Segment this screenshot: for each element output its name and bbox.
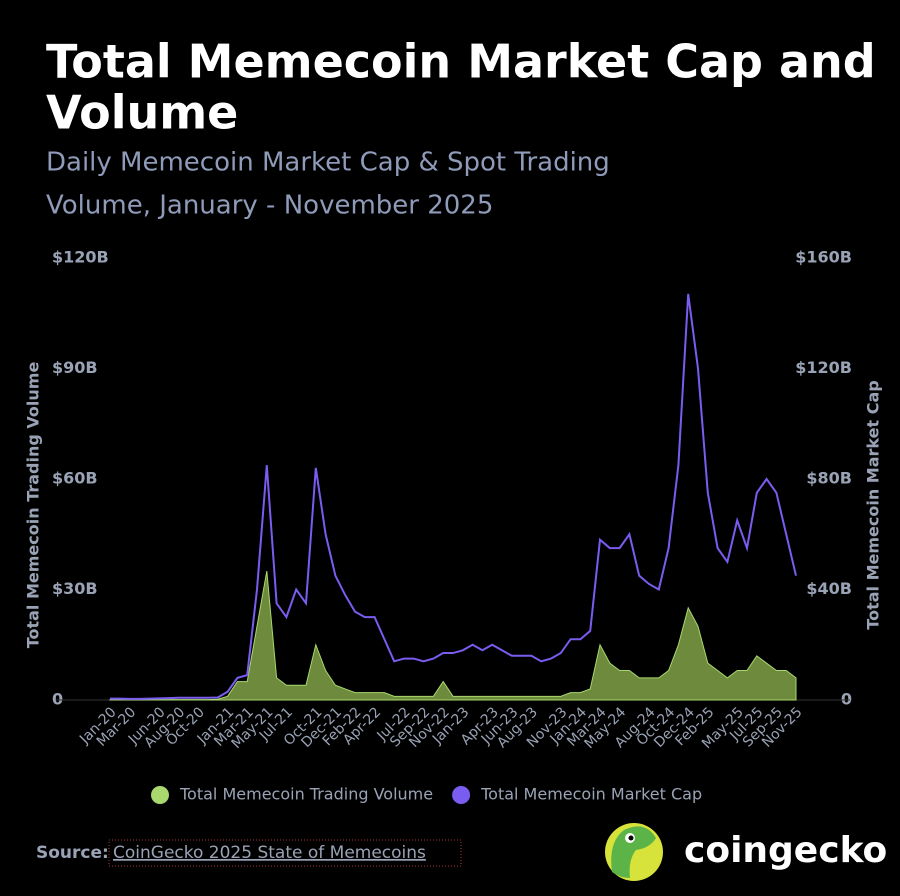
y-tick-label: $90B — [52, 358, 98, 377]
y2-tick-label: 0 — [841, 690, 852, 709]
legend-swatch — [452, 786, 471, 804]
legend-label: Total Memecoin Trading Volume — [179, 785, 433, 804]
volume-area — [109, 570, 797, 701]
y-tick-label: $30B — [52, 579, 98, 598]
logo — [605, 823, 663, 881]
brand: coingecko — [684, 830, 887, 871]
y2-tick-label: $40B — [806, 579, 852, 598]
y-tick-label: $120B — [52, 248, 109, 267]
y2-tick-label: $120B — [795, 358, 852, 377]
legend-label: Total Memecoin Market Cap — [480, 785, 702, 804]
y-tick-label: 0 — [52, 690, 63, 709]
y2-tick-label: $80B — [806, 469, 852, 488]
y2-tick-label: $160B — [795, 248, 852, 267]
chart-subtitle-1: Daily Memecoin Market Cap & Spot Trading — [46, 148, 610, 178]
market-cap-line — [110, 293, 797, 700]
chart-title-2: Volume — [46, 86, 238, 140]
y-axis-title: Total Memecoin Trading Volume — [24, 362, 43, 649]
source-label: Source: — [36, 843, 109, 863]
legend-swatch — [151, 786, 169, 804]
y2-axis-title: Total Memecoin Market Cap — [864, 380, 883, 629]
source-link[interactable]: CoinGecko 2025 State of Memecoins — [113, 843, 426, 863]
chart-subtitle-2: Volume, January - November 2025 — [46, 191, 493, 221]
y-tick-label: $60B — [52, 469, 98, 488]
chart-title-1: Total Memecoin Market Cap and — [46, 35, 876, 89]
